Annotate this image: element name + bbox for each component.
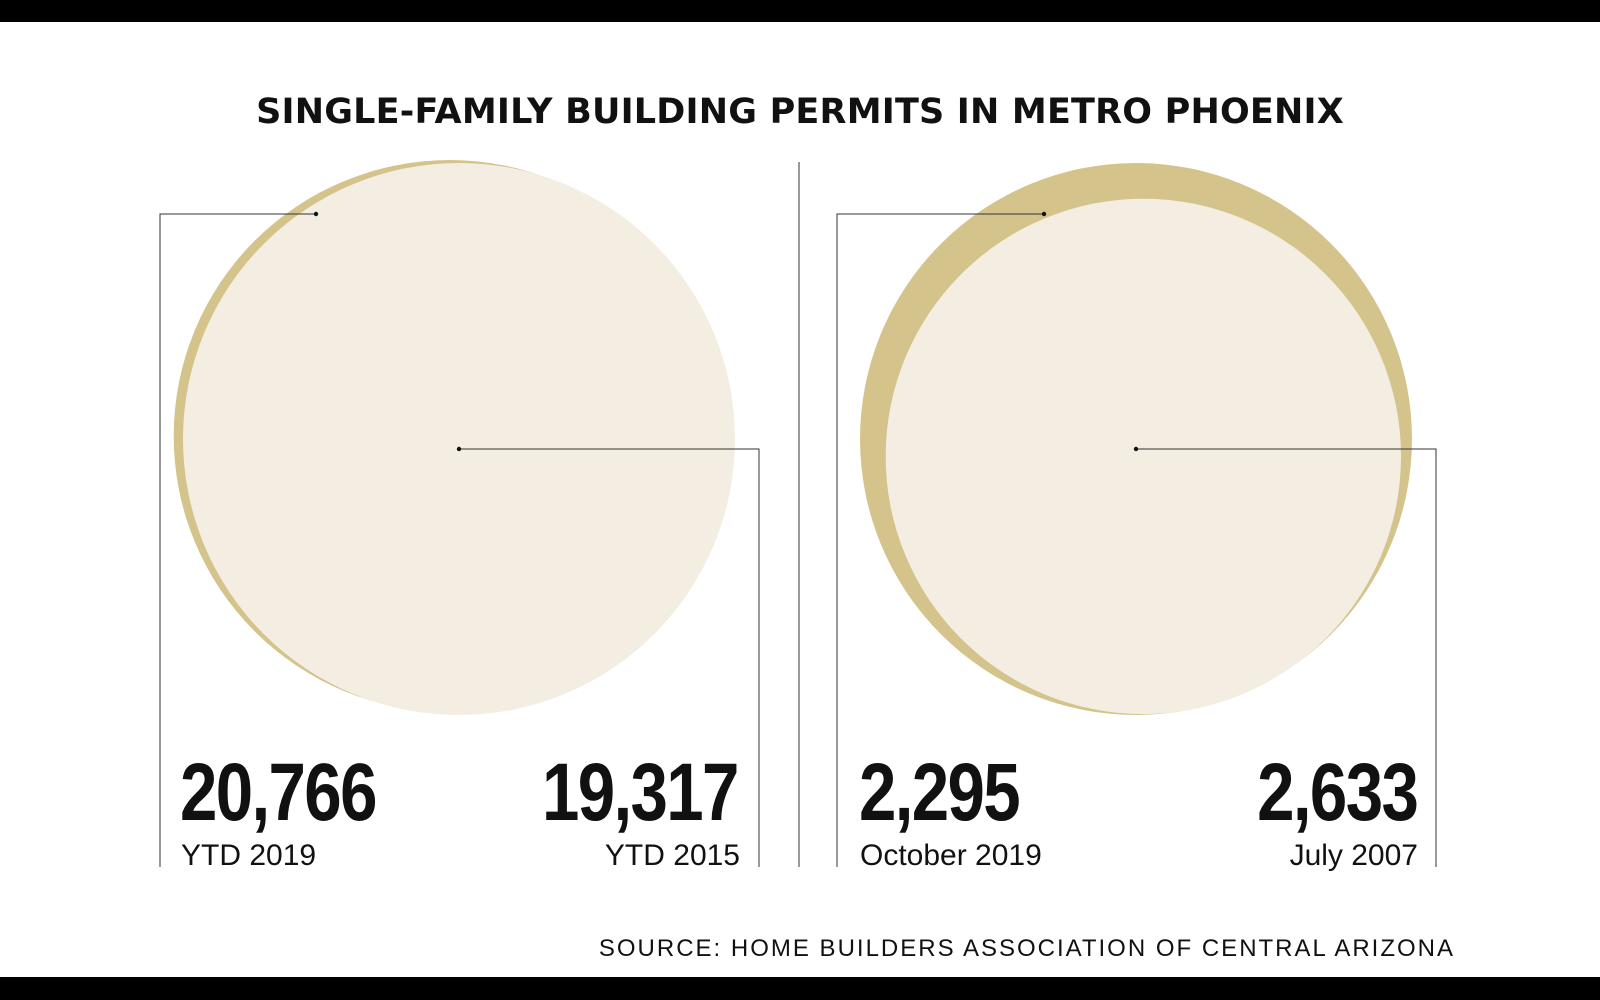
october-2019-leader-dot (1041, 211, 1047, 217)
ytd-2019-circle (183, 163, 735, 715)
july-2007-leader-dot (1133, 446, 1139, 452)
october-2019-label: October 2019 (860, 839, 1042, 872)
october-2019-value: 2,295 (859, 747, 1021, 838)
ytd-2015-value: 19,317 (542, 747, 739, 838)
top-border (0, 0, 1600, 22)
july-2007-leader (1136, 448, 1437, 867)
ytd-2019-value: 20,766 (180, 747, 377, 838)
chart-title: SINGLE-FAMILY BUILDING PERMITS IN METRO … (256, 92, 1344, 132)
july-2007-value: 2,633 (1256, 747, 1419, 838)
july-2007-label: July 2007 (1289, 839, 1418, 872)
october-2019-circle (885, 198, 1402, 715)
ytd-2015-leader (459, 448, 760, 867)
bottom-border (0, 977, 1600, 1000)
ytd-2015-leader-dot (456, 446, 462, 452)
ytd-2019-leader-dot (313, 211, 319, 217)
ytd-2019-leader (159, 213, 316, 867)
ytd-2019-label: YTD 2019 (181, 839, 317, 872)
source-note: SOURCE: HOME BUILDERS ASSOCIATION OF CEN… (598, 935, 1455, 962)
october-2019-leader (836, 213, 1044, 867)
ytd-2015-label: YTD 2015 (604, 839, 740, 872)
